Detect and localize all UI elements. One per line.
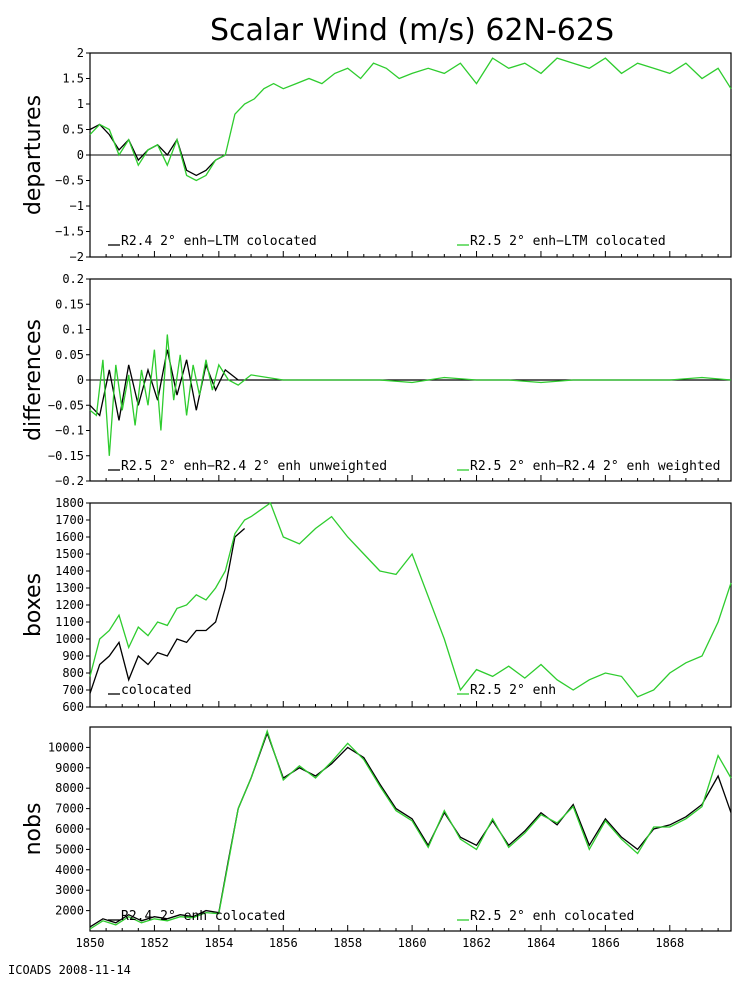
series-line-black: [89, 731, 732, 928]
y-tick-label: 1500: [55, 547, 84, 561]
y-tick-label: 0: [77, 148, 84, 162]
y-tick-label: −0.2: [55, 474, 84, 488]
series-line-green: [89, 334, 732, 456]
y-tick-label: 3000: [55, 883, 84, 897]
y-tick-label: 2000: [55, 904, 84, 918]
y-axis-label: differences: [21, 319, 46, 441]
legend-label: R2.5 2° enh−R2.4 2° enh weighted: [470, 459, 720, 474]
y-tick-label: −0.15: [48, 449, 84, 463]
legend-label: R2.4 2° enh colocated: [121, 909, 285, 924]
y-tick-label: 10000: [48, 740, 84, 754]
y-tick-label: −2: [70, 250, 84, 264]
series-line-green: [89, 729, 732, 930]
legend-label: R2.4 2° enh−LTM colocated: [121, 234, 317, 249]
legend-label: R2.5 2° enh−R2.4 2° enh unweighted: [121, 459, 387, 474]
x-tick-label: 1866: [591, 936, 620, 950]
x-axis: 1850 1852 1854 1856 1858 1860 1862 1864 1866 1868: [76, 936, 685, 950]
y-axis-label: departures: [21, 95, 46, 215]
series-line-black: [89, 528, 246, 694]
y-tick-label: −0.05: [48, 398, 84, 412]
y-tick-label: 800: [62, 666, 84, 680]
plot-frame: [89, 726, 732, 932]
panel-boxes: boxes 1800 1700 1600 1500 1400 1300 1200 1100 100…: [21, 496, 732, 714]
y-tick-label: 0.2: [62, 272, 84, 286]
y-tick-label: 0.1: [62, 323, 84, 337]
y-tick-label: 7000: [55, 802, 84, 816]
y-tick-label: 900: [62, 649, 84, 663]
legend-label: colocated: [121, 683, 191, 698]
y-tick-label: 0: [77, 373, 84, 387]
y-tick-label: 0.5: [62, 123, 84, 137]
y-tick-label: 0.15: [55, 297, 84, 311]
y-tick-label: 1700: [55, 513, 84, 527]
y-tick-label: 8000: [55, 781, 84, 795]
x-tick-label: 1852: [140, 936, 169, 950]
y-tick-label: 0.05: [55, 348, 84, 362]
y-tick-label: 1600: [55, 530, 84, 544]
x-tick-label: 1858: [333, 936, 362, 950]
y-tick-label: 1: [77, 97, 84, 111]
chart-title: Scalar Wind (m/s) 62N-62S: [210, 13, 614, 48]
x-tick-label: 1862: [462, 936, 491, 950]
y-tick-label: 1400: [55, 564, 84, 578]
y-tick-label: 1000: [55, 632, 84, 646]
x-tick-label: 1854: [204, 936, 233, 950]
y-tick-label: 1.5: [62, 72, 84, 86]
legend-label: R2.5 2° enh−LTM colocated: [470, 234, 666, 249]
x-tick-label: 1856: [269, 936, 298, 950]
y-tick-label: 1200: [55, 598, 84, 612]
legend-label: R2.5 2° enh: [470, 683, 556, 698]
y-tick-label: 6000: [55, 822, 84, 836]
series-line-green: [89, 57, 732, 182]
y-tick-label: −1.5: [55, 225, 84, 239]
y-tick-label: −1: [70, 199, 84, 213]
y-tick-label: 2: [77, 46, 84, 60]
y-tick-label: 1300: [55, 581, 84, 595]
y-tick-label: 1800: [55, 496, 84, 510]
x-tick-label: 1860: [398, 936, 427, 950]
y-tick-label: 4000: [55, 863, 84, 877]
y-tick-label: −0.5: [55, 174, 84, 188]
y-axis-label: nobs: [21, 803, 46, 856]
y-tick-label: −0.1: [55, 424, 84, 438]
x-tick-label: 1850: [76, 936, 105, 950]
y-tick-label: 700: [62, 683, 84, 697]
x-tick-label: 1864: [527, 936, 556, 950]
panel-nobs: nobs 10000 9000 8000 7000 6000 5000 4000 3000 200…: [21, 726, 732, 932]
footer-source: ICOADS 2008-11-14: [8, 963, 131, 977]
legend-label: R2.5 2° enh colocated: [470, 909, 634, 924]
series-line-green: [89, 501, 732, 698]
y-tick-label: 1100: [55, 615, 84, 629]
y-axis-label: boxes: [21, 573, 46, 637]
x-tick-label: 1868: [655, 936, 684, 950]
panel-differences: differences 0.2 0.15 0.1 0.05 0 −0.05 −0.1 −0.15…: [21, 272, 732, 488]
y-tick-label: 5000: [55, 842, 84, 856]
y-tick-label: 600: [62, 700, 84, 714]
y-tick-label: 9000: [55, 761, 84, 775]
panel-departures: departures 2 1.5 1 0.5 0 −0.5 −1 −1.5 −2 R2.4 2° e…: [21, 46, 732, 264]
